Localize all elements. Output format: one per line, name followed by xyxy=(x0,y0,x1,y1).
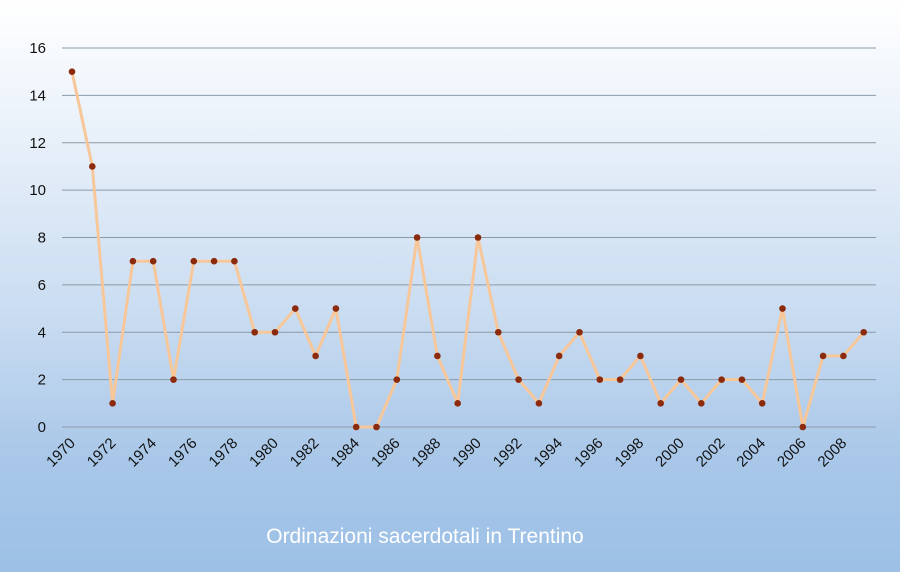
data-point-1996 xyxy=(596,376,604,383)
y-tick-label: 16 xyxy=(29,40,46,57)
data-point-1977 xyxy=(210,257,218,265)
y-tick-label: 2 xyxy=(38,372,46,389)
data-point-2009 xyxy=(860,328,867,336)
y-tick-label: 12 xyxy=(29,135,46,152)
x-tick-label: 2000 xyxy=(652,435,688,471)
x-tick-label: 1998 xyxy=(612,435,648,471)
data-point-1983 xyxy=(332,305,340,312)
x-tick-label: 1996 xyxy=(571,435,607,471)
x-axis-ticks: 1970 1972 1974 1976 1978 1980 1982 1984 1986 1988… xyxy=(43,435,850,471)
data-point-1972 xyxy=(109,400,116,407)
data-point-1986 xyxy=(393,376,401,383)
data-point-2004 xyxy=(758,400,766,407)
data-point-1987 xyxy=(413,234,421,241)
y-tick-label: 14 xyxy=(29,87,46,104)
x-tick-label: 1982 xyxy=(287,435,323,471)
series-polyline xyxy=(70,71,865,429)
y-tick-label: 4 xyxy=(38,324,46,341)
x-tick-label: 2008 xyxy=(815,435,851,471)
x-tick-label: 2002 xyxy=(693,435,729,471)
data-point-1999 xyxy=(657,400,664,407)
y-tick-label: 10 xyxy=(29,182,46,199)
data-point-1984 xyxy=(352,423,360,431)
grid-lines xyxy=(62,47,876,428)
data-point-1974 xyxy=(149,257,157,265)
data-point-1971 xyxy=(89,163,96,170)
y-tick-label: 6 xyxy=(38,277,46,294)
series-markers xyxy=(68,68,867,431)
x-tick-label: 1978 xyxy=(206,435,242,471)
data-point-1993 xyxy=(535,400,543,407)
data-point-1989 xyxy=(454,400,462,407)
x-tick-label: 1970 xyxy=(43,435,79,471)
y-axis-ticks: 0 2 4 6 8 10 12 14 16 xyxy=(29,40,46,436)
data-point-1970 xyxy=(68,68,76,75)
data-point-2005 xyxy=(779,305,786,312)
data-point-1973 xyxy=(129,257,137,265)
x-tick-label: 1984 xyxy=(327,435,363,471)
data-point-1980 xyxy=(271,328,279,336)
x-tick-label: 1986 xyxy=(368,435,404,471)
data-point-1988 xyxy=(434,352,441,360)
x-tick-label: 1974 xyxy=(124,435,160,471)
data-point-1998 xyxy=(637,352,644,360)
data-point-1994 xyxy=(555,352,563,360)
x-tick-label: 1976 xyxy=(165,435,201,471)
data-point-2002 xyxy=(718,376,725,383)
data-point-1997 xyxy=(616,376,624,383)
data-point-2000 xyxy=(677,376,685,383)
data-point-1978 xyxy=(231,257,238,265)
chart-title: Ordinazioni sacerdotali in Trentino xyxy=(266,525,584,548)
data-point-2001 xyxy=(698,400,705,407)
x-tick-label: 2004 xyxy=(733,435,769,471)
series-line xyxy=(70,71,865,429)
data-point-1976 xyxy=(190,257,198,265)
data-point-1991 xyxy=(495,328,502,336)
data-point-1975 xyxy=(170,376,177,383)
x-tick-label: 1990 xyxy=(449,435,485,471)
x-tick-label: 1988 xyxy=(409,435,445,471)
x-tick-label: 1994 xyxy=(530,435,566,471)
x-tick-label: 1972 xyxy=(84,435,120,471)
data-point-1981 xyxy=(292,305,299,312)
data-point-2007 xyxy=(819,352,827,360)
x-tick-label: 1992 xyxy=(490,435,526,471)
data-point-2006 xyxy=(799,423,807,431)
data-point-1992 xyxy=(515,376,522,383)
data-point-2003 xyxy=(738,376,746,383)
data-point-1979 xyxy=(251,328,258,336)
x-tick-label: 2006 xyxy=(774,435,810,471)
data-point-1982 xyxy=(312,352,319,360)
data-point-2008 xyxy=(840,352,847,360)
x-tick-label: 1980 xyxy=(246,435,282,471)
data-point-1995 xyxy=(576,328,583,336)
data-point-1990 xyxy=(474,234,482,241)
y-tick-label: 8 xyxy=(38,230,46,247)
data-point-1985 xyxy=(373,423,380,431)
y-tick-label: 0 xyxy=(38,419,46,436)
